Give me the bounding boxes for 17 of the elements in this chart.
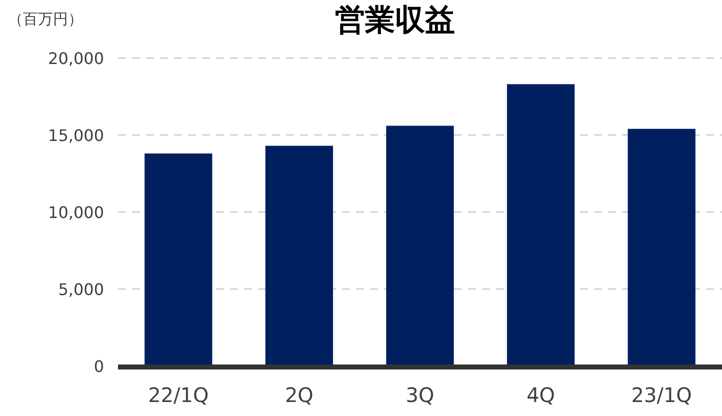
bar [628,128,696,366]
bar [506,84,575,366]
x-tick-label: 4Q [526,383,556,407]
bar [144,153,212,366]
y-tick-label: 10,000 [48,203,104,222]
y-axis-title: （百万円） [8,10,83,28]
x-tick-label: 2Q [284,383,314,407]
x-tick-label: 3Q [406,383,434,407]
bar [265,146,334,366]
bar [386,126,454,366]
chart-title: 営業収益 [335,3,455,38]
y-tick-label: 15,000 [48,126,104,145]
y-tick-label: 20,000 [48,49,104,68]
y-tick-label: 5,000 [58,280,104,299]
x-tick-label: 23/1Q [631,383,692,407]
y-tick-label: 0 [94,357,104,376]
x-tick-label: 22/1Q [148,383,209,407]
